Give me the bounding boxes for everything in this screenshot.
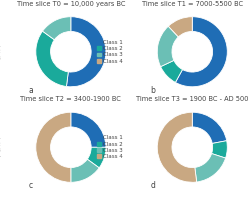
Text: a: a (29, 86, 34, 95)
Title: Time slice T2 = 3400-1900 BC: Time slice T2 = 3400-1900 BC (20, 96, 121, 102)
Text: b: b (150, 86, 154, 95)
Wedge shape (42, 17, 71, 40)
Legend: Class 1, Class 2, Class 3, Class 4: Class 1, Class 2, Class 3, Class 4 (97, 40, 122, 64)
Wedge shape (36, 112, 71, 182)
Title: Time slice T3 = 1900 BC - AD 500: Time slice T3 = 1900 BC - AD 500 (136, 96, 247, 102)
Title: Time slice T1 = 7000-5500 BC: Time slice T1 = 7000-5500 BC (141, 1, 242, 7)
Wedge shape (157, 112, 196, 182)
Wedge shape (168, 17, 192, 37)
Text: c: c (29, 181, 33, 190)
Legend: Class 1, Class 2, Class 3, Class 4: Class 1, Class 2, Class 3, Class 4 (97, 135, 122, 159)
Wedge shape (157, 26, 178, 67)
Wedge shape (160, 60, 182, 82)
Legend: Class 1, Class 2, Class 3: Class 1, Class 2, Class 3 (0, 43, 1, 61)
Wedge shape (194, 154, 225, 182)
Wedge shape (192, 112, 226, 143)
Wedge shape (71, 112, 105, 147)
Wedge shape (71, 159, 99, 182)
Wedge shape (175, 17, 226, 87)
Legend: Class 1, Class 2, Class 3, Class 4: Class 1, Class 2, Class 3, Class 4 (0, 135, 1, 159)
Text: d: d (150, 181, 154, 190)
Wedge shape (66, 17, 105, 87)
Wedge shape (36, 31, 68, 87)
Title: Time slice T0 = 10,000 years BC: Time slice T0 = 10,000 years BC (17, 1, 124, 7)
Wedge shape (211, 141, 226, 158)
Wedge shape (87, 147, 105, 168)
